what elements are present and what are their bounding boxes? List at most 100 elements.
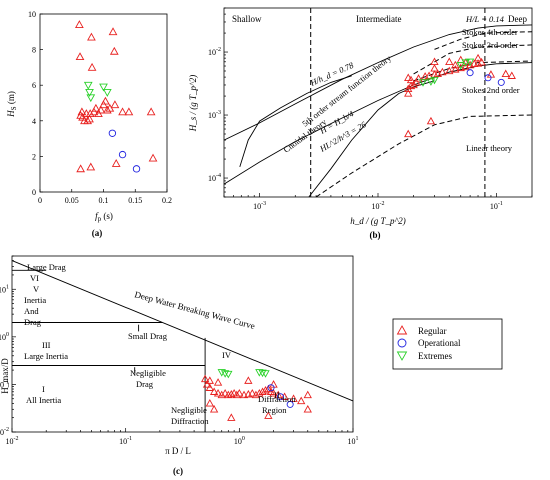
extremes-point	[99, 83, 108, 92]
regular-point	[227, 389, 236, 398]
regular-point	[404, 129, 413, 138]
label-stokes3: Stokes 3rd order	[462, 40, 518, 50]
operational-point	[267, 384, 275, 392]
label-hl-014: H/L = 0.14	[465, 14, 505, 24]
regular-point	[205, 376, 214, 384]
regular-point	[261, 386, 270, 394]
panel-b-y-tick-label: 10-4	[208, 173, 221, 183]
region-iv: IV	[222, 350, 232, 360]
regular-point	[86, 162, 96, 171]
panel-a-x-tick-label: 0.2	[162, 196, 172, 205]
regular-point	[280, 392, 289, 400]
panel-c-ylabel: H_max/D	[0, 358, 10, 394]
legend-regular-marker	[396, 325, 408, 335]
regular-point	[274, 390, 283, 399]
legend-box	[392, 318, 503, 370]
quarter-breaking-curve	[223, 62, 533, 185]
panel-a-x-tick-label: 0	[38, 196, 42, 205]
extremes-point	[418, 79, 428, 87]
panel-b-x-tick-label: 10-2	[372, 201, 385, 211]
extremes-point	[224, 370, 233, 379]
panel-a: 0 0.05 0.1 0.15 0.2 0 2 4 6 8 10 HS (m) fp (s) (a)	[6, 10, 172, 238]
panel-b-x-tick-label: 10-3	[253, 201, 266, 211]
region-large-drag: Large Drag	[27, 262, 67, 272]
regular-point	[269, 380, 278, 388]
regular-point	[202, 380, 212, 388]
regular-point	[255, 388, 264, 397]
label-linear-theory: Linear theory	[466, 143, 513, 153]
panel-c-x-tick-label: 101	[348, 436, 359, 446]
extremes-point	[461, 59, 470, 67]
regular-point	[473, 53, 483, 62]
regular-point	[102, 105, 112, 114]
panel-a-y-tick-label: 8	[32, 46, 36, 55]
regular-point	[258, 387, 267, 395]
legend-extremes: Extremes	[418, 351, 452, 361]
region-intermediate: Intermediate	[356, 14, 401, 24]
extremes-point	[426, 78, 436, 86]
regular-point	[110, 100, 120, 109]
extremes-point	[102, 88, 112, 97]
operational-point	[132, 165, 141, 173]
regular-point	[105, 103, 115, 112]
stream-function-curve	[239, 75, 352, 168]
regular-point	[220, 388, 230, 397]
operational-point	[497, 78, 505, 86]
panel-c-y-tick-label: 10-1	[0, 379, 9, 389]
region-all-inertia: All Inertia	[26, 395, 61, 405]
panel-b: 10-3 10-2 10-1 10-4 10-3 10-2 Shallow Interme…	[188, 7, 533, 240]
regular-point	[87, 62, 97, 71]
regular-point	[473, 59, 483, 67]
regular-point	[148, 153, 158, 162]
stokes4-boundary	[434, 31, 533, 50]
panel-b-y-tick-label: 10-2	[208, 47, 221, 57]
regular-point	[101, 96, 110, 105]
regular-point	[451, 65, 460, 73]
extremes-point	[456, 61, 465, 70]
legend-regular: Regular	[418, 326, 447, 336]
region-iii: III	[42, 340, 51, 350]
panel-b-points	[404, 53, 516, 138]
region-negligible-diffraction-1: Negligible	[171, 405, 207, 415]
regular-point	[445, 66, 454, 75]
panel-a-x-tick-label: 0.1	[99, 196, 109, 205]
region-large-inertia: Large Inertia	[24, 351, 68, 361]
legend: Regular Operational Extremes	[392, 318, 503, 370]
regular-point	[248, 388, 257, 397]
panel-a-y-tick-label: 2	[32, 152, 36, 161]
breaking-wave-curve-label: Deep Water Breaking Wave Curve	[133, 289, 256, 331]
regular-point	[146, 107, 156, 116]
label-stokes4: Stokes 4th order	[462, 27, 518, 37]
regular-point	[404, 73, 413, 81]
regular-point	[209, 404, 219, 413]
regular-point	[451, 60, 460, 69]
breaking-limit-curve	[223, 24, 533, 141]
extremes-point	[255, 369, 264, 377]
regular-point	[85, 114, 94, 123]
operational-point	[276, 393, 284, 401]
regular-point	[209, 387, 219, 395]
extremes-point	[261, 370, 270, 378]
regular-point	[87, 32, 96, 41]
regular-point	[217, 390, 226, 399]
linear-boundary	[315, 114, 533, 198]
regular-point	[269, 388, 278, 397]
region-shallow: Shallow	[232, 14, 262, 24]
region-diffraction-1: Diffraction	[258, 394, 296, 404]
panel-a-y-tick-label: 6	[32, 81, 36, 90]
regular-point	[109, 46, 119, 55]
regular-point	[200, 374, 210, 383]
regular-point	[76, 164, 86, 173]
panel-c-y-tick-label: 10-2	[0, 427, 9, 437]
panel-b-label: (b)	[370, 230, 381, 240]
panel-b-ticks: 10-3 10-2 10-1 10-4 10-3 10-2	[208, 7, 533, 211]
regular-point	[124, 107, 134, 116]
panel-a-y-tick-label: 0	[32, 188, 36, 197]
regular-point	[224, 390, 233, 399]
region-negligible-drag-2: Drag	[136, 379, 154, 389]
region-negligible-diffraction-2: Diffraction	[171, 416, 209, 426]
region-deep: Deep	[508, 14, 527, 24]
region-negligible-drag-1: Negligible	[130, 368, 166, 378]
panel-a-xlabel: fp (s)	[95, 211, 113, 223]
